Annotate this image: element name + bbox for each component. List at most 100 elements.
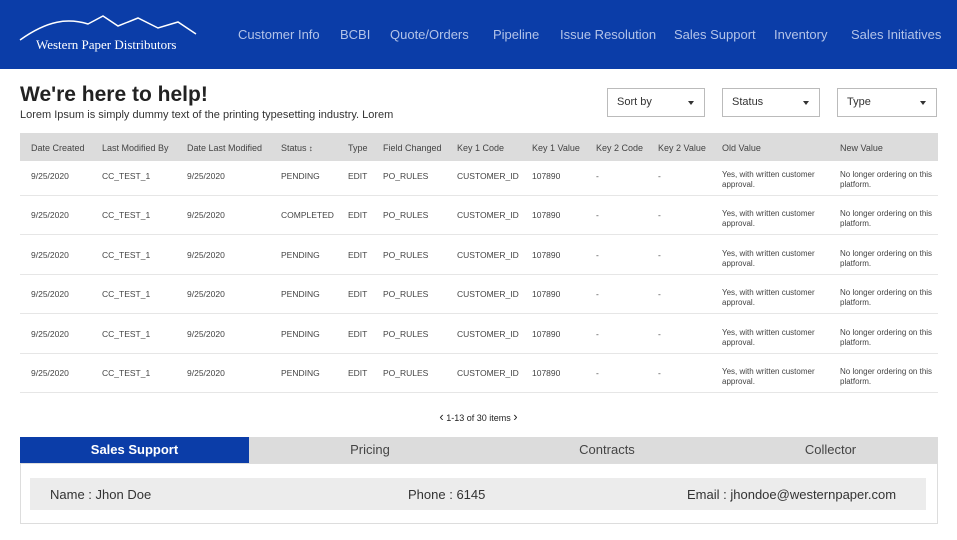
column-header: Key 2 Code xyxy=(596,143,643,153)
table-cell: - xyxy=(658,289,661,299)
table-cell: - xyxy=(658,329,661,339)
pagination: ‹ 1-13 of 30 items › xyxy=(0,409,957,424)
logo[interactable]: Western Paper Distributors xyxy=(36,37,176,53)
row-divider xyxy=(20,313,938,314)
table-cell: CC_TEST_1 xyxy=(102,210,150,220)
table-cell: - xyxy=(596,329,599,339)
table-cell: Yes, with written customer approval. xyxy=(722,209,832,229)
table-cell: PENDING xyxy=(281,250,320,260)
contact-name: Name : Jhon Doe xyxy=(50,487,151,502)
filter-dropdown[interactable]: Type xyxy=(837,88,937,117)
table-cell: PENDING xyxy=(281,368,320,378)
table-cell: EDIT xyxy=(348,210,367,220)
table-cell: PO_RULES xyxy=(383,171,428,181)
column-header[interactable]: Status ↕ xyxy=(281,143,313,153)
table-cell: COMPLETED xyxy=(281,210,334,220)
row-divider xyxy=(20,353,938,354)
table-cell: No longer ordering on this platform. xyxy=(840,249,950,269)
label: Email : xyxy=(687,487,727,502)
nav-item[interactable]: Sales Initiatives xyxy=(851,27,941,42)
tab[interactable]: Sales Support xyxy=(20,437,249,463)
tab[interactable]: Contracts xyxy=(491,437,723,463)
column-header: Old Value xyxy=(722,143,761,153)
table-cell: CC_TEST_1 xyxy=(102,289,150,299)
table-cell: - xyxy=(596,210,599,220)
table-cell: Yes, with written customer approval. xyxy=(722,367,832,387)
table-cell: 9/25/2020 xyxy=(187,250,225,260)
table-cell: Yes, with written customer approval. xyxy=(722,170,832,190)
table-cell: 9/25/2020 xyxy=(31,171,69,181)
row-divider xyxy=(20,392,938,393)
table-cell: 9/25/2020 xyxy=(187,329,225,339)
tab[interactable]: Pricing xyxy=(249,437,491,463)
nav-item[interactable]: Sales Support xyxy=(674,27,756,42)
page-title: We're here to help! xyxy=(20,83,208,107)
table-cell: - xyxy=(596,171,599,181)
table-cell: PENDING xyxy=(281,329,320,339)
table-cell: No longer ordering on this platform. xyxy=(840,209,950,229)
value: jhondoe@westernpaper.com xyxy=(730,487,896,502)
table-cell: Yes, with written customer approval. xyxy=(722,328,832,348)
table-cell: CC_TEST_1 xyxy=(102,329,150,339)
table-cell: 9/25/2020 xyxy=(187,289,225,299)
table-cell: 9/25/2020 xyxy=(31,329,69,339)
table-cell: 9/25/2020 xyxy=(187,171,225,181)
table-cell: PENDING xyxy=(281,289,320,299)
column-header: Last Modified By xyxy=(102,143,169,153)
table-cell: No longer ordering on this platform. xyxy=(840,328,950,348)
table-cell: PO_RULES xyxy=(383,289,428,299)
label: Name : xyxy=(50,487,92,502)
table-cell: 107890 xyxy=(532,210,560,220)
column-header: Key 1 Value xyxy=(532,143,580,153)
nav-item[interactable]: Inventory xyxy=(774,27,827,42)
table-cell: - xyxy=(596,368,599,378)
label: Phone : xyxy=(408,487,453,502)
table-cell: CUSTOMER_ID xyxy=(457,171,519,181)
nav-item[interactable]: Issue Resolution xyxy=(560,27,656,42)
next-page[interactable]: › xyxy=(513,409,517,424)
table-cell: 9/25/2020 xyxy=(31,250,69,260)
table-cell: Yes, with written customer approval. xyxy=(722,249,832,269)
table-cell: No longer ordering on this platform. xyxy=(840,170,950,190)
nav-item[interactable]: Quote/Orders xyxy=(390,27,469,42)
table-cell: No longer ordering on this platform. xyxy=(840,367,950,387)
pagination-text: 1-13 of 30 items xyxy=(446,413,511,423)
nav-item[interactable]: Pipeline xyxy=(493,27,539,42)
table-cell: 9/25/2020 xyxy=(31,289,69,299)
table-cell: EDIT xyxy=(348,289,367,299)
nav-item[interactable]: Customer Info xyxy=(238,27,320,42)
table-cell: 9/25/2020 xyxy=(31,210,69,220)
table-cell: PO_RULES xyxy=(383,368,428,378)
column-header: New Value xyxy=(840,143,883,153)
prev-page[interactable]: ‹ xyxy=(439,409,443,424)
sort-icon[interactable]: ↕ xyxy=(307,144,313,153)
table-cell: - xyxy=(658,368,661,378)
filter-dropdown[interactable]: Sort by xyxy=(607,88,705,117)
column-header: Field Changed xyxy=(383,143,442,153)
nav-item[interactable]: BCBI xyxy=(340,27,370,42)
filter-dropdown[interactable]: Status xyxy=(722,88,820,117)
column-header: Key 1 Code xyxy=(457,143,504,153)
table-cell: CUSTOMER_ID xyxy=(457,250,519,260)
table-cell: PO_RULES xyxy=(383,329,428,339)
table-cell: CUSTOMER_ID xyxy=(457,210,519,220)
tab[interactable]: Collector xyxy=(723,437,938,463)
row-divider xyxy=(20,195,938,196)
table-cell: PO_RULES xyxy=(383,250,428,260)
value: 6145 xyxy=(456,487,485,502)
table-cell: EDIT xyxy=(348,329,367,339)
table-cell: 9/25/2020 xyxy=(31,368,69,378)
table-cell: 9/25/2020 xyxy=(187,368,225,378)
column-header: Type xyxy=(348,143,368,153)
table-cell: 107890 xyxy=(532,329,560,339)
table-cell: PO_RULES xyxy=(383,210,428,220)
value: Jhon Doe xyxy=(96,487,152,502)
column-header: Key 2 Value xyxy=(658,143,706,153)
table-cell: CC_TEST_1 xyxy=(102,368,150,378)
row-divider xyxy=(20,234,938,235)
table-cell: - xyxy=(658,250,661,260)
column-header: Date Last Modified xyxy=(187,143,262,153)
contact-phone: Phone : 6145 xyxy=(408,487,485,502)
table-cell: - xyxy=(658,171,661,181)
